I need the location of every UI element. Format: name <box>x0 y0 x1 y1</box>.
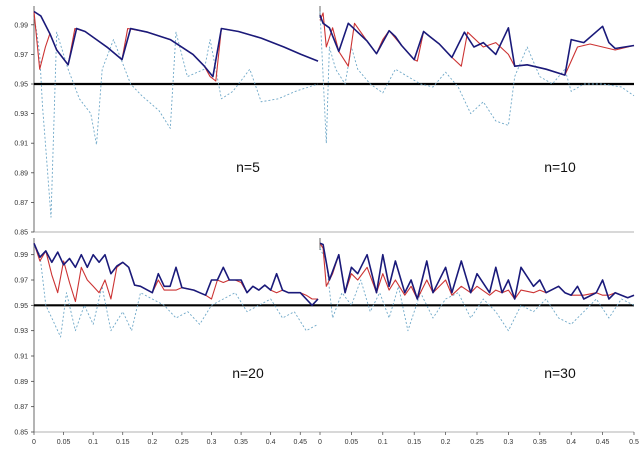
series-line <box>319 12 635 76</box>
y-tick-label: 0.89 <box>14 379 28 386</box>
y-tick-label: 0.93 <box>14 328 28 335</box>
x-tick-label: 0 <box>32 439 36 446</box>
x-tick-label: 0.1 <box>378 439 388 446</box>
series-line <box>33 245 319 338</box>
y-tick-label: 0.87 <box>14 200 28 207</box>
series-line <box>319 243 635 300</box>
series-line <box>33 17 319 218</box>
y-tick-label: 0.99 <box>14 22 28 29</box>
y-tick-label: 0.97 <box>14 52 28 59</box>
panel-label: n=5 <box>236 159 260 175</box>
x-tick-label: 0.35 <box>234 439 248 446</box>
y-tick-label: 0.99 <box>14 252 28 259</box>
y-tick-label: 0.85 <box>14 430 28 437</box>
x-tick-label: 0.2 <box>441 439 451 446</box>
x-tick-label: 0.25 <box>175 439 189 446</box>
series-line <box>33 242 319 307</box>
y-tick-label: 0.91 <box>14 141 28 148</box>
panel-label: n=30 <box>544 365 576 381</box>
x-tick-label: 0.15 <box>116 439 130 446</box>
series-line <box>33 243 318 303</box>
x-tick-label: 0.15 <box>407 439 421 446</box>
y-tick-label: 0.87 <box>14 404 28 411</box>
x-tick-label: 0.45 <box>293 439 307 446</box>
series-line <box>33 10 319 78</box>
x-tick-label: 0.3 <box>504 439 514 446</box>
x-tick-label: 0.05 <box>57 439 71 446</box>
y-tick-label: 0.97 <box>14 278 28 285</box>
series-line <box>319 242 635 300</box>
x-tick-label: 0.3 <box>207 439 217 446</box>
y-tick-label: 0.91 <box>14 354 28 361</box>
x-tick-label: 0.4 <box>266 439 276 446</box>
y-tick-label: 0.95 <box>14 303 28 310</box>
x-tick-label: 0.5 <box>629 439 639 446</box>
x-tick-label: 0.35 <box>533 439 547 446</box>
x-tick-label: 0.1 <box>88 439 98 446</box>
panel-label: n=10 <box>544 159 576 175</box>
y-tick-label: 0.95 <box>14 82 28 89</box>
x-tick-label: 0 <box>318 439 322 446</box>
series-line <box>319 248 635 332</box>
series-line <box>33 11 319 82</box>
x-tick-label: 0.45 <box>596 439 610 446</box>
y-tick-label: 0.93 <box>14 111 28 118</box>
x-tick-label: 0.4 <box>566 439 576 446</box>
series-line <box>319 11 635 144</box>
x-tick-label: 0.05 <box>345 439 359 446</box>
series-line <box>319 14 635 76</box>
y-tick-label: 0.89 <box>14 170 28 177</box>
y-tick-label: 0.85 <box>14 230 28 237</box>
x-tick-label: 0.25 <box>470 439 484 446</box>
panel-label: n=20 <box>232 365 264 381</box>
x-tick-label: 0.2 <box>147 439 157 446</box>
